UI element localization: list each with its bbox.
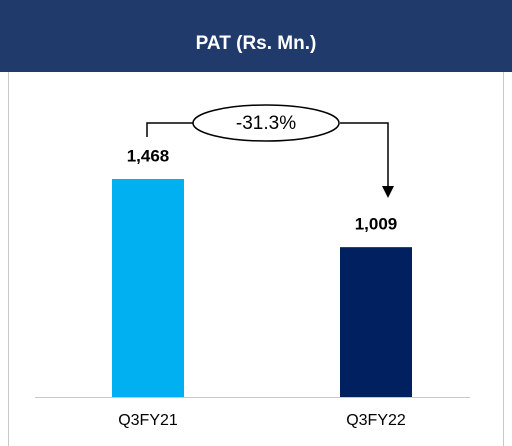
x-tick-label: Q3FY22 [346,412,406,429]
arrow-head [382,186,394,198]
bar [340,247,412,397]
bar [112,179,184,397]
chart-title: PAT (Rs. Mn.) [196,33,317,54]
value-label: 1,468 [127,146,170,165]
change-bubble [192,104,340,142]
change-label: -31.3% [236,113,296,134]
change-connector [146,122,389,188]
value-label: 1,009 [355,215,398,234]
header-band [0,0,512,72]
x-tick-label: Q3FY21 [118,412,178,429]
